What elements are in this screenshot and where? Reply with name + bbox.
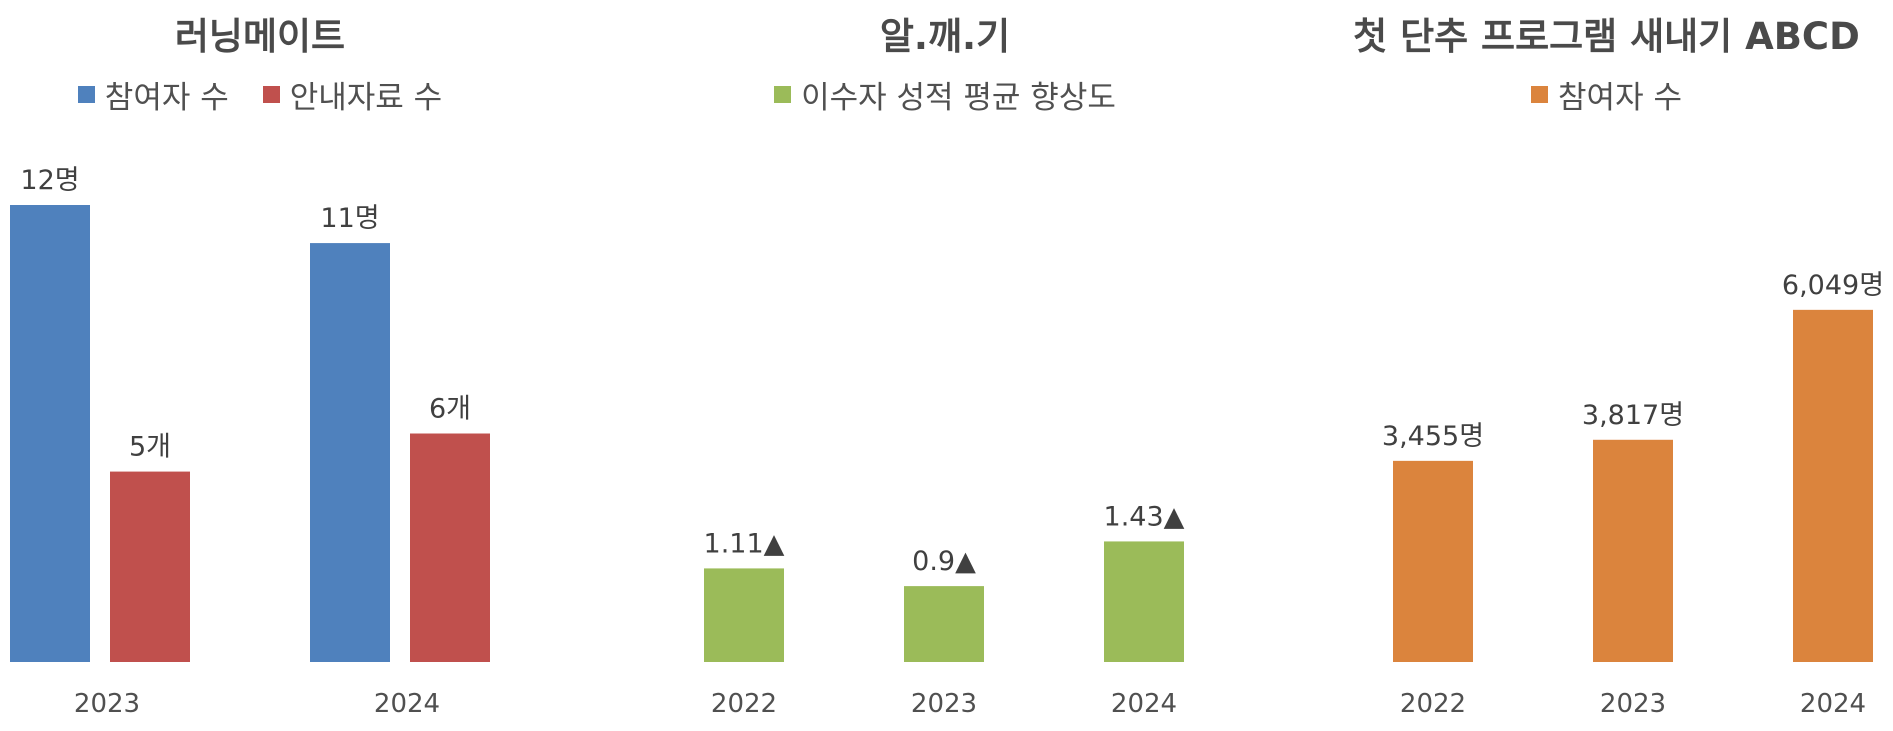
plot-area: 3,455명 2022 3,817명 2023 6,049명 2024 [1382,270,1884,719]
x-tick-label: 2024 [374,689,440,719]
x-tick-label: 2024 [1800,689,1866,719]
data-label: 1.11▲ [704,528,785,559]
legend-label: 참여자 수 [1558,80,1682,116]
x-tick-label: 2024 [1111,689,1177,719]
data-label: 5개 [129,432,171,463]
legend: 이수자 성적 평균 향상도 [640,72,1250,117]
chart-panel-algaegi: 알.깨.기 이수자 성적 평균 향상도 1.11▲ 2022 0.9▲ 2023 1.4… [640,0,1250,731]
bar-2023-s0 [1593,439,1673,662]
data-label: 0.9▲ [912,546,976,577]
legend-swatch [77,86,95,103]
chart-title: 첫 단추 프로그램 새내기 ABCD [1353,15,1860,58]
data-label: 1.43▲ [1104,501,1185,532]
plot-area: 1.11▲ 2022 0.9▲ 2023 1.43▲ 2024 [704,501,1185,719]
bar-2024-s0 [1793,309,1873,662]
bar-2024-s1 [410,433,490,662]
data-label: 11명 [320,203,379,234]
data-label: 6,049명 [1782,270,1884,301]
chart-panel-first-button: 첫 단추 프로그램 새내기 ABCD 참여자 수 3,455명 2022 3,817… [1320,0,1893,731]
legend-swatch [262,86,280,103]
legend-entry: 이수자 성적 평균 향상도 [774,72,1116,117]
legend-label: 이수자 성적 평균 향상도 [801,80,1116,116]
data-label: 6개 [429,394,471,425]
legend-entry: 안내자료 수 [262,72,443,117]
legend: 참여자 수 안내자료 수 [0,72,520,117]
data-label: 3,455명 [1382,421,1484,452]
legend-swatch [1531,86,1549,103]
data-label: 3,817명 [1582,400,1684,431]
data-label: 12명 [20,165,79,196]
x-tick-label: 2022 [711,689,777,719]
legend-swatch [774,86,792,103]
bar-2022-s0 [704,568,784,662]
legend-label: 안내자료 수 [289,80,443,116]
x-tick-label: 2023 [911,689,977,719]
bar-2024-s0 [1104,541,1184,662]
legend: 참여자 수 [1320,72,1893,117]
plot-area: 12명 5개 2023 11명 6개 2024 [10,165,490,719]
chart-title: 알.깨.기 [879,15,1011,58]
bar-2023-s0 [10,205,90,662]
bar-2023-s0 [904,586,984,662]
bar-2023-s1 [110,471,190,662]
x-tick-label: 2022 [1400,689,1466,719]
x-tick-label: 2023 [1600,689,1666,719]
chart-title: 러닝메이트 [174,15,346,58]
legend-entry: 참여자 수 [77,72,229,117]
chart-panel-learning-mate: 러닝메이트 참여자 수 안내자료 수 12명 5개 2023 11명 6개 2024 [0,0,520,731]
legend-label: 참여자 수 [104,80,229,116]
bar-2022-s0 [1393,460,1473,662]
bar-2024-s0 [310,243,390,663]
x-tick-label: 2023 [74,689,140,719]
legend-entry: 참여자 수 [1531,72,1682,117]
